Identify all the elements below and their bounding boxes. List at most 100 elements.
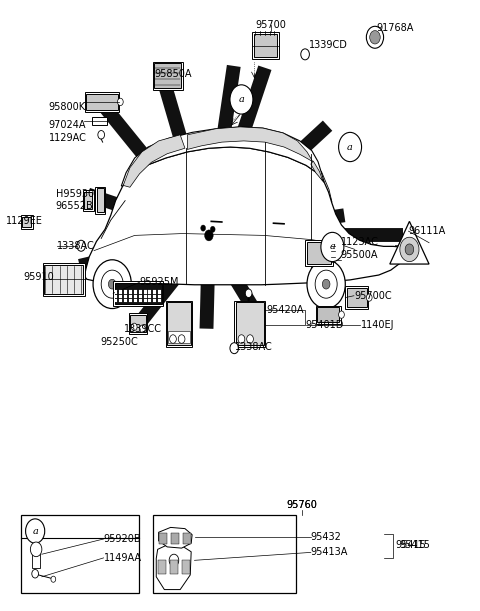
Bar <box>139 295 142 298</box>
Text: 95432: 95432 <box>311 532 342 542</box>
Bar <box>153 290 156 294</box>
Bar <box>124 290 127 294</box>
Text: 95500A: 95500A <box>340 250 378 260</box>
Bar <box>92 117 107 125</box>
Bar <box>113 281 163 306</box>
Text: H95930: H95930 <box>56 189 94 199</box>
Bar <box>129 313 147 334</box>
Circle shape <box>178 335 185 343</box>
Circle shape <box>301 49 310 60</box>
Bar <box>158 295 161 298</box>
Text: 95920B: 95920B <box>104 534 141 544</box>
Text: 95760: 95760 <box>287 500 318 510</box>
Text: 95925M: 95925M <box>140 277 179 287</box>
Text: a: a <box>347 142 353 152</box>
Text: 1338AC: 1338AC <box>235 342 273 352</box>
Bar <box>168 331 190 343</box>
Circle shape <box>338 311 344 318</box>
Text: 95401D: 95401D <box>306 320 344 330</box>
Text: 95250C: 95250C <box>100 337 138 347</box>
Circle shape <box>51 576 56 582</box>
Text: 96552B: 96552B <box>56 201 94 211</box>
Text: 91768A: 91768A <box>376 23 414 33</box>
Circle shape <box>210 226 215 232</box>
Bar <box>115 299 118 302</box>
Bar <box>170 533 179 544</box>
Text: 1140EJ: 1140EJ <box>360 320 394 330</box>
Text: 96111A: 96111A <box>408 226 446 236</box>
Bar <box>305 240 333 266</box>
Circle shape <box>32 569 38 578</box>
Polygon shape <box>121 127 324 186</box>
Text: 95415: 95415 <box>399 540 430 550</box>
Bar <box>85 92 120 112</box>
Bar <box>115 283 162 304</box>
Circle shape <box>323 279 330 289</box>
Bar <box>115 290 118 294</box>
Bar <box>139 290 142 294</box>
Bar <box>134 295 137 298</box>
Bar <box>167 302 191 345</box>
Polygon shape <box>187 127 313 162</box>
Circle shape <box>247 335 253 343</box>
Bar <box>158 560 166 574</box>
Bar <box>129 290 132 294</box>
Bar <box>129 295 132 298</box>
Circle shape <box>370 31 380 44</box>
Text: 95800K: 95800K <box>48 102 86 112</box>
Circle shape <box>238 335 245 343</box>
Bar <box>153 515 297 593</box>
Bar <box>254 34 277 57</box>
Bar <box>144 299 146 302</box>
Bar <box>32 549 40 568</box>
Bar <box>148 290 151 294</box>
Bar <box>144 290 146 294</box>
Circle shape <box>204 230 213 241</box>
Polygon shape <box>311 161 323 181</box>
Polygon shape <box>156 544 191 590</box>
Circle shape <box>338 133 361 162</box>
Circle shape <box>405 244 414 255</box>
Bar <box>21 215 33 229</box>
Bar <box>139 299 142 302</box>
Bar <box>84 192 92 209</box>
Text: a: a <box>239 95 244 104</box>
Bar <box>97 188 104 212</box>
Circle shape <box>169 554 179 566</box>
Bar <box>83 190 94 211</box>
Circle shape <box>98 131 105 139</box>
Bar <box>134 290 137 294</box>
Bar <box>182 560 190 574</box>
Bar <box>234 301 265 347</box>
Bar <box>86 94 118 110</box>
Circle shape <box>400 237 419 262</box>
Bar <box>43 263 85 296</box>
Bar <box>153 62 182 90</box>
Polygon shape <box>390 221 429 264</box>
Text: 1338AC: 1338AC <box>57 241 95 251</box>
Circle shape <box>118 98 123 106</box>
Circle shape <box>25 519 45 543</box>
Polygon shape <box>158 527 192 548</box>
Bar <box>148 299 151 302</box>
Text: 97024A: 97024A <box>48 120 86 130</box>
Text: 1149AA: 1149AA <box>104 553 142 563</box>
Circle shape <box>93 260 132 309</box>
Bar <box>96 186 105 214</box>
Text: 95760: 95760 <box>287 500 318 510</box>
Circle shape <box>140 325 145 332</box>
Circle shape <box>101 270 123 298</box>
Bar <box>120 299 122 302</box>
Bar <box>182 533 191 544</box>
Bar <box>148 295 151 298</box>
Circle shape <box>77 240 85 251</box>
Bar <box>316 306 340 324</box>
Circle shape <box>245 289 252 298</box>
Bar <box>44 265 84 294</box>
Text: 1339CD: 1339CD <box>310 40 348 49</box>
Bar <box>170 560 178 574</box>
Bar <box>166 301 192 347</box>
Circle shape <box>169 335 176 343</box>
Bar <box>158 290 161 294</box>
Circle shape <box>321 232 344 262</box>
